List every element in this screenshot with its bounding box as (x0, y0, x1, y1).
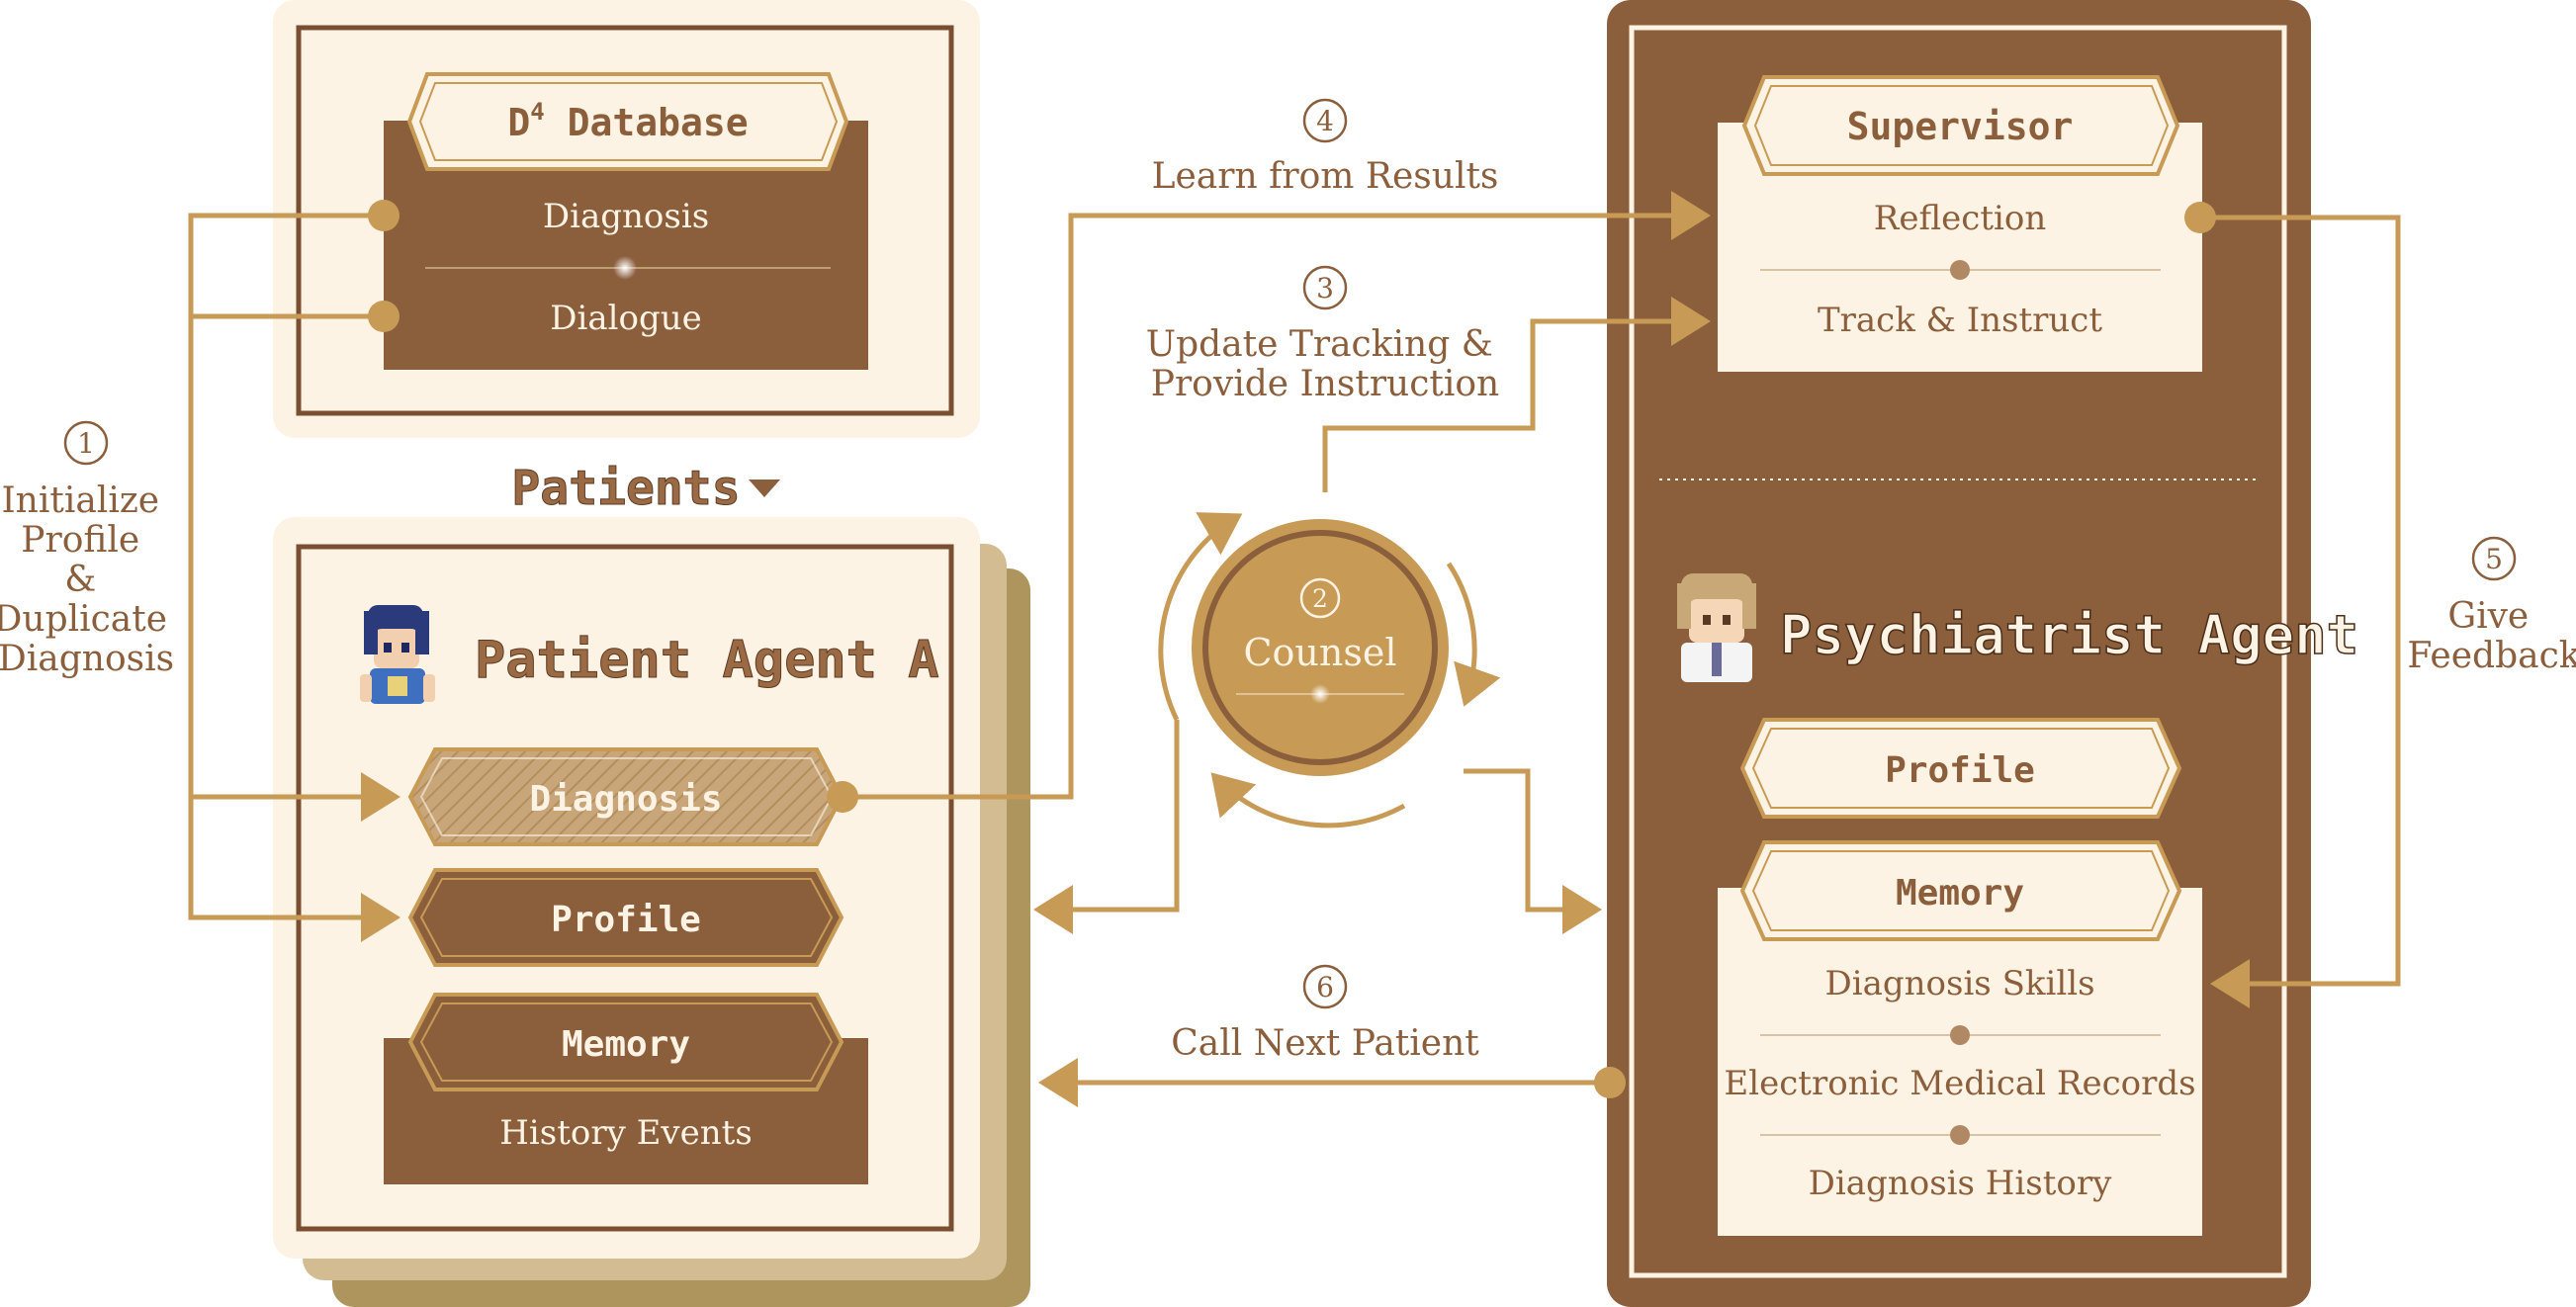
database-panel: D4 Database Diagnosis Dialogue (273, 0, 980, 438)
connectors (188, 191, 2401, 1107)
step-4-label: 4 Learn from Results (1152, 98, 1499, 197)
patient-profile-label: Profile (551, 900, 701, 940)
cycle-arrow-right (1446, 562, 1501, 707)
psychiatrist-memory-item-diagnosis-history: Diagnosis History (1809, 1164, 2112, 1203)
database-title: D4 Database (507, 98, 748, 144)
connector-dots (368, 200, 2216, 1098)
patient-avatar (360, 605, 435, 704)
chevron-down-icon (749, 479, 780, 497)
sparkle-icon (1950, 1125, 1970, 1145)
psychiatrist-memory-item-diagnosis-skills: Diagnosis Skills (1824, 964, 2094, 1003)
svg-text:Update Tracking & Provid: Update Tracking & Provide Instruction (1146, 324, 1504, 404)
database-item-diagnosis: Diagnosis (543, 197, 709, 236)
svg-text:5: 5 (2485, 543, 2503, 575)
counsel-node: 2 Counsel (1192, 519, 1449, 776)
psychiatrist-avatar (1677, 573, 1756, 682)
svg-text:4: 4 (1316, 105, 1334, 137)
counsel-number: 2 (1312, 584, 1328, 613)
svg-text:1: 1 (77, 427, 95, 460)
step-3-label: 3 Update Tracking & Provide Instruction (1146, 265, 1504, 404)
supervisor-title: Supervisor (1847, 105, 2074, 148)
svg-text:Initialize Profile: Initialize Profile & Duplicate Diagnosis (0, 480, 178, 679)
patient-diagnosis-badge[interactable]: Diagnosis (407, 747, 844, 846)
psychiatrist-memory-label: Memory (1896, 873, 2024, 914)
supervisor-title-badge: Supervisor (1741, 75, 2180, 176)
sparkle-icon (1950, 260, 1970, 280)
sparkle-icon (613, 256, 637, 280)
psychiatrist-profile-badge[interactable]: Profile (1739, 718, 2182, 819)
patients-section-label: Patients (511, 461, 740, 516)
supervisor-item-track-instruct: Track & Instruct (1818, 301, 2102, 340)
patient-memory-label: Memory (562, 1024, 690, 1065)
database-item-dialogue: Dialogue (550, 299, 702, 338)
patient-memory-badge[interactable]: Memory (407, 993, 844, 1091)
sparkle-icon (1310, 684, 1330, 704)
patient-profile-badge[interactable]: Profile (407, 868, 844, 967)
patient-diagnosis-label: Diagnosis (529, 779, 722, 820)
step-1-label: 1 Initialize Profile & Duplicate Diagnos… (0, 420, 178, 679)
svg-text:Give Feedback: Give Feedback (2407, 596, 2576, 676)
svg-text:Learn from Results: Learn from Results (1152, 156, 1499, 197)
svg-text:3: 3 (1316, 272, 1334, 305)
sparkle-icon (1950, 1025, 1970, 1045)
psychiatrist-memory-badge[interactable]: Memory (1739, 840, 2182, 941)
psychiatrist-profile-label: Profile (1885, 750, 2035, 791)
patient-memory-item-history-events: History Events (499, 1113, 753, 1153)
cycle-arrow-top-left (1158, 512, 1243, 722)
svg-text:Call Next Patient: Call Next Patient (1171, 1023, 1479, 1064)
psychiatrist-panel: Supervisor Reflection Track & Instruct P… (1607, 0, 2359, 1307)
psychiatrist-agent-name: Psychiatrist Agent (1780, 604, 2358, 666)
counsel-label: Counsel (1243, 631, 1396, 674)
patient-panel: Patient Agent A Diagnosis Profile Memory… (273, 517, 1030, 1307)
cycle-arrow-bottom (1210, 772, 1406, 828)
database-title-badge: D4 Database (406, 72, 849, 171)
supervisor-item-reflection: Reflection (1874, 199, 2046, 238)
step-6-label: 6 Call Next Patient (1171, 964, 1479, 1064)
patient-agent-name: Patient Agent A (475, 631, 939, 690)
svg-text:6: 6 (1316, 971, 1334, 1003)
psychiatrist-memory-item-emr: Electronic Medical Records (1724, 1064, 2195, 1103)
step-5-label: 5 Give Feedback (2407, 536, 2576, 676)
